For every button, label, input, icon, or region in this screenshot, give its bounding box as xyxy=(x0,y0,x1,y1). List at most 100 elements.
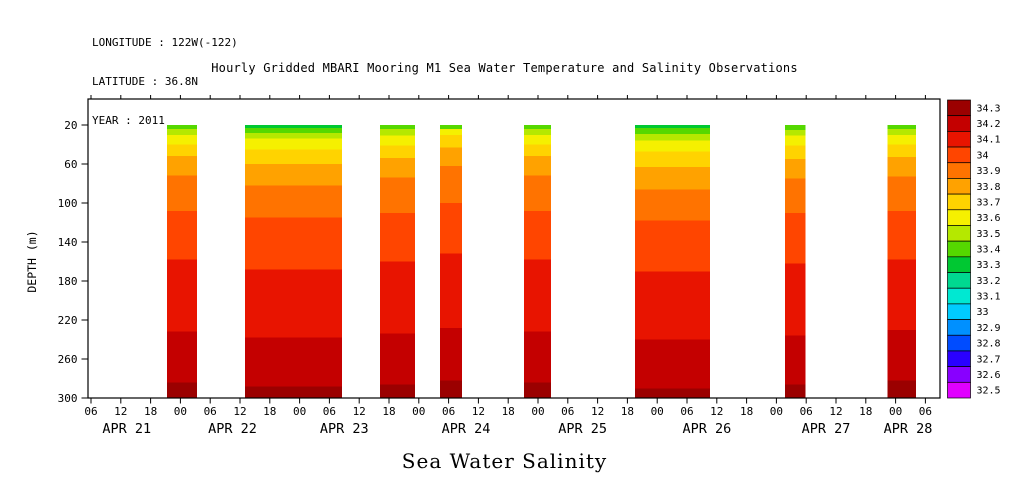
x-tick-label: 18 xyxy=(263,405,276,418)
colorbar-label: 34.2 xyxy=(977,119,1001,130)
data-bands xyxy=(167,125,916,399)
colorbar-cell xyxy=(947,334,971,352)
salinity-contour-segment xyxy=(245,269,342,339)
x-tick-label: 12 xyxy=(591,405,604,418)
salinity-contour-segment xyxy=(245,149,342,165)
salinity-contour-segment xyxy=(167,175,197,212)
colorbar-label: 32.5 xyxy=(977,386,1001,397)
colorbar-label: 33 xyxy=(977,307,989,318)
salinity-contour-segment xyxy=(887,380,916,399)
colorbar-cell xyxy=(947,350,971,367)
y-axis-title: DEPTH (m) xyxy=(25,230,39,292)
colorbar-cell xyxy=(947,115,971,132)
colorbar-cell xyxy=(947,272,971,289)
y-tick-label: 20 xyxy=(64,119,77,132)
salinity-contour-segment xyxy=(634,189,710,222)
date-label: APR 27 xyxy=(802,421,851,437)
data-band xyxy=(380,125,415,399)
header-longitude: LONGITUDE : 122W(-122) xyxy=(92,36,238,49)
salinity-contour-segment xyxy=(245,164,342,187)
salinity-contour-segment xyxy=(524,128,551,136)
colorbar-cell xyxy=(947,287,971,305)
x-tick-label: 00 xyxy=(651,405,664,418)
salinity-contour-segment xyxy=(524,134,551,146)
colorbar-label: 32.9 xyxy=(977,323,1001,334)
colorbar-cell xyxy=(947,319,971,336)
y-tick-label: 60 xyxy=(64,158,77,171)
colorbar-cell xyxy=(947,146,971,164)
salinity-contour-segment xyxy=(784,263,806,337)
salinity-contour-segment xyxy=(784,129,806,137)
salinity-contour-segment xyxy=(887,259,916,331)
colorbar-label: 33.3 xyxy=(977,260,1001,271)
salinity-contour-segment xyxy=(887,210,916,261)
salinity-contour-segment xyxy=(524,331,551,384)
x-tick-label: 18 xyxy=(502,405,515,418)
header-year: YEAR : 2011 xyxy=(92,114,165,127)
colorbar-cell xyxy=(947,209,971,226)
salinity-contour-segment xyxy=(634,388,710,399)
salinity-contour-segment xyxy=(784,125,806,131)
colorbar-cell xyxy=(947,303,971,320)
data-band xyxy=(440,125,463,399)
colorbar-label: 33.8 xyxy=(977,182,1001,193)
salinity-contour-segment xyxy=(167,156,197,177)
date-label: APR 28 xyxy=(884,421,933,437)
salinity-contour-segment xyxy=(440,134,463,149)
x-tick-label: 06 xyxy=(323,405,336,418)
colorbar-label: 33.2 xyxy=(977,276,1001,287)
x-tick-label: 12 xyxy=(472,405,485,418)
x-tick-label: 12 xyxy=(353,405,366,418)
salinity-contour-segment xyxy=(784,145,806,160)
colorbar-cell xyxy=(947,99,971,117)
salinity-contour-segment xyxy=(167,382,197,399)
salinity-contour-segment xyxy=(784,212,806,265)
salinity-contour-segment xyxy=(167,125,197,130)
colorbar-cell xyxy=(947,131,971,148)
date-label: APR 22 xyxy=(208,421,257,437)
salinity-contour-segment xyxy=(887,128,916,136)
salinity-contour-segment xyxy=(634,140,710,152)
variable-label: Sea Water Salinity xyxy=(401,449,608,473)
colorbar-label: 33.6 xyxy=(977,213,1001,224)
salinity-contour-segment xyxy=(245,386,342,399)
salinity-contour-segment xyxy=(245,337,342,388)
salinity-contour-segment xyxy=(634,125,710,129)
salinity-contour-segment xyxy=(440,380,463,399)
colorbar-cell xyxy=(947,381,971,399)
x-tick-label: 18 xyxy=(621,405,634,418)
salinity-contour-segment xyxy=(784,159,806,180)
salinity-contour-segment xyxy=(784,335,806,386)
data-band xyxy=(887,125,916,399)
x-tick-label: 00 xyxy=(412,405,425,418)
salinity-contour-segment xyxy=(440,166,463,204)
salinity-contour-segment xyxy=(167,210,197,261)
salinity-contour-segment xyxy=(524,382,551,399)
colorbar-label: 33.4 xyxy=(977,245,1001,256)
colorbar-label: 34 xyxy=(977,150,989,161)
colorbar-cell xyxy=(947,193,971,211)
colorbar-cell xyxy=(947,225,971,242)
location-header: LONGITUDE : 122W(-122) LATITUDE : 36.8N … xyxy=(92,10,238,153)
plot-title: Hourly Gridded MBARI Mooring M1 Sea Wate… xyxy=(211,61,798,75)
x-tick-label: 12 xyxy=(829,405,842,418)
x-tick-label: 06 xyxy=(84,405,97,418)
salinity-contour-segment xyxy=(245,132,342,140)
salinity-contour-segment xyxy=(440,203,463,255)
salinity-contour-segment xyxy=(245,217,342,270)
x-tick-label: 12 xyxy=(114,405,127,418)
salinity-contour-segment xyxy=(634,127,710,135)
y-tick-label: 220 xyxy=(58,314,78,327)
salinity-contour-segment xyxy=(524,210,551,261)
salinity-contour-segment xyxy=(380,261,415,335)
date-label: APR 24 xyxy=(442,421,491,437)
x-tick-label: 06 xyxy=(680,405,693,418)
data-band xyxy=(167,125,197,399)
salinity-contour-segment xyxy=(524,125,551,130)
salinity-contour-segment xyxy=(380,212,415,263)
salinity-contour-segment xyxy=(524,156,551,177)
x-tick-label: 00 xyxy=(174,405,187,418)
salinity-contour-segment xyxy=(887,329,916,382)
